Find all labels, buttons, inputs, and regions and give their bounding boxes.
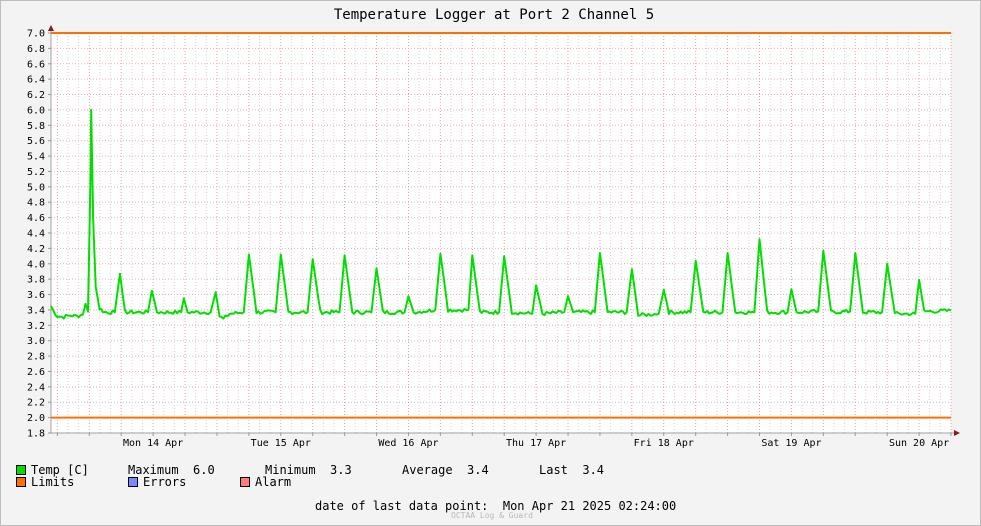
minimum-label: Minimum <box>265 463 316 477</box>
chart-title: Temperature Logger at Port 2 Channel 5 <box>334 7 654 23</box>
temp-swatch <box>16 465 26 475</box>
y-tick-label: 6.8 <box>27 44 45 55</box>
legend-limits-label: Limits <box>31 475 75 489</box>
legend-temp-label: Temp [C] <box>31 463 89 477</box>
y-tick-label: 3.6 <box>27 290 45 301</box>
maximum-value: 6.0 <box>193 463 215 477</box>
y-tick-label: 4.4 <box>27 229 45 240</box>
y-tick-label: 2.0 <box>27 413 45 424</box>
y-axis: 7.0 6.8 6.6 6.4 6.2 6.0 5.8 5.6 5.4 5.2 5.0 4.8 4.6 4… <box>27 27 52 440</box>
alarm-swatch <box>240 477 250 487</box>
watermark: OCTAA Log & Guard <box>451 511 533 520</box>
y-tick-label: 2.4 <box>27 382 45 393</box>
legend-alarm-label: Alarm <box>255 475 292 489</box>
limits-swatch <box>16 477 26 487</box>
stat-last: Last 3.4 <box>539 463 604 477</box>
x-tick-label: Sat 19 Apr <box>761 438 821 449</box>
x-axis-arrow <box>954 430 960 436</box>
x-tick-label: Wed 16 Apr <box>378 438 438 449</box>
average-value: 3.4 <box>467 463 489 477</box>
limit-lines <box>51 32 951 419</box>
y-tick-label: 5.2 <box>27 167 45 178</box>
y-tick-label: 3.0 <box>27 336 45 347</box>
last-data-label: date of last data point: <box>315 499 489 513</box>
legend-limits: Limits <box>16 475 74 489</box>
last-label: Last <box>539 463 568 477</box>
y-tick-label: 4.0 <box>27 259 45 270</box>
y-tick-label: 5.8 <box>27 121 45 132</box>
legend-temp: Temp [C] <box>16 463 89 477</box>
temperature-series-line <box>50 108 952 320</box>
y-tick-label: 2.6 <box>27 367 45 378</box>
y-tick-label: 4.6 <box>27 213 45 224</box>
legend-errors: Errors <box>128 475 186 489</box>
y-tick-label: 2.2 <box>27 398 45 409</box>
y-tick-label: 3.8 <box>27 275 45 286</box>
y-tick-label: 5.6 <box>27 136 45 147</box>
x-tick-label: Tue 15 Apr <box>251 438 311 449</box>
y-tick-label: 6.2 <box>27 90 45 101</box>
x-tick-label: Fri 18 Apr <box>634 438 694 449</box>
legend-alarm: Alarm <box>240 475 291 489</box>
maximum-label: Maximum <box>128 463 179 477</box>
y-tick-label: 5.4 <box>27 152 45 163</box>
y-tick-label: 4.2 <box>27 244 45 255</box>
y-tick-label: 6.4 <box>27 75 45 86</box>
x-tick-label: Sun 20 Apr <box>889 438 949 449</box>
y-tick-label: 6.0 <box>27 105 45 116</box>
last-data-point: date of last data point: Mon Apr 21 2025… <box>315 499 676 513</box>
y-tick-label: 2.8 <box>27 352 45 363</box>
stat-maximum: Maximum 6.0 <box>128 463 215 477</box>
y-tick-label: 7.0 <box>27 29 45 40</box>
legend-errors-label: Errors <box>143 475 187 489</box>
y-tick-label: 1.8 <box>27 429 45 440</box>
y-tick-label: 3.4 <box>27 305 45 316</box>
axis-arrows <box>48 25 960 436</box>
x-axis: Mon 14 Apr Tue 15 Apr Wed 16 Apr Thu 17 Apr… <box>51 432 957 449</box>
y-tick-label: 5.0 <box>27 182 45 193</box>
minimum-value: 3.3 <box>330 463 352 477</box>
last-value: 3.4 <box>582 463 605 477</box>
last-data-value: Mon Apr 21 2025 02:24:00 <box>502 499 677 513</box>
y-tick-label: 6.6 <box>27 59 45 70</box>
average-label: Average <box>402 463 453 477</box>
x-tick-label: Thu 17 Apr <box>506 438 566 449</box>
y-tick-label: 4.8 <box>27 198 45 209</box>
y-axis-arrow <box>48 25 54 31</box>
errors-swatch <box>128 477 138 487</box>
y-tick-label: 3.2 <box>27 321 45 332</box>
x-tick-label: Mon 14 Apr <box>123 438 183 449</box>
stat-average: Average 3.4 <box>402 463 489 477</box>
stat-minimum: Minimum 3.3 <box>265 463 352 477</box>
